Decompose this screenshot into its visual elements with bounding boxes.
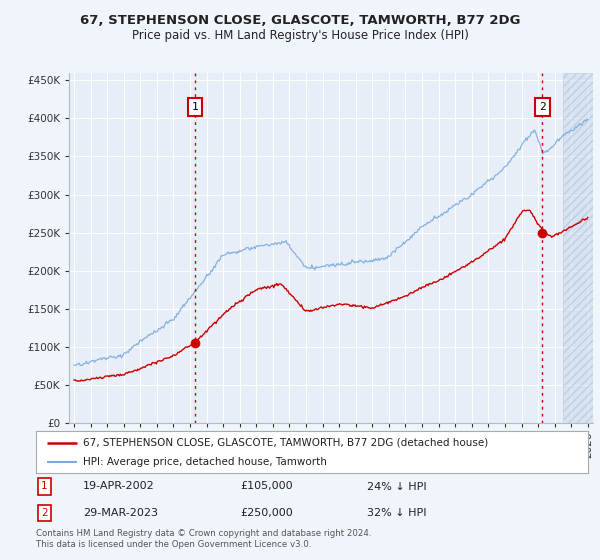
Text: 67, STEPHENSON CLOSE, GLASCOTE, TAMWORTH, B77 2DG (detached house): 67, STEPHENSON CLOSE, GLASCOTE, TAMWORTH… [83, 437, 488, 447]
Text: 67, STEPHENSON CLOSE, GLASCOTE, TAMWORTH, B77 2DG: 67, STEPHENSON CLOSE, GLASCOTE, TAMWORTH… [80, 14, 520, 27]
Text: 29-MAR-2023: 29-MAR-2023 [83, 508, 158, 518]
Text: £250,000: £250,000 [240, 508, 293, 518]
Text: 1: 1 [191, 102, 199, 112]
Text: £105,000: £105,000 [240, 482, 293, 492]
Text: HPI: Average price, detached house, Tamworth: HPI: Average price, detached house, Tamw… [83, 457, 327, 467]
Text: 32% ↓ HPI: 32% ↓ HPI [367, 508, 427, 518]
Text: 1: 1 [41, 482, 47, 492]
Text: 24% ↓ HPI: 24% ↓ HPI [367, 482, 427, 492]
Text: 2: 2 [41, 508, 47, 518]
Text: 2: 2 [539, 102, 545, 112]
Text: Contains HM Land Registry data © Crown copyright and database right 2024.
This d: Contains HM Land Registry data © Crown c… [36, 529, 371, 549]
Bar [563, 73, 593, 423]
Text: 19-APR-2002: 19-APR-2002 [83, 482, 155, 492]
Text: Price paid vs. HM Land Registry's House Price Index (HPI): Price paid vs. HM Land Registry's House … [131, 29, 469, 42]
